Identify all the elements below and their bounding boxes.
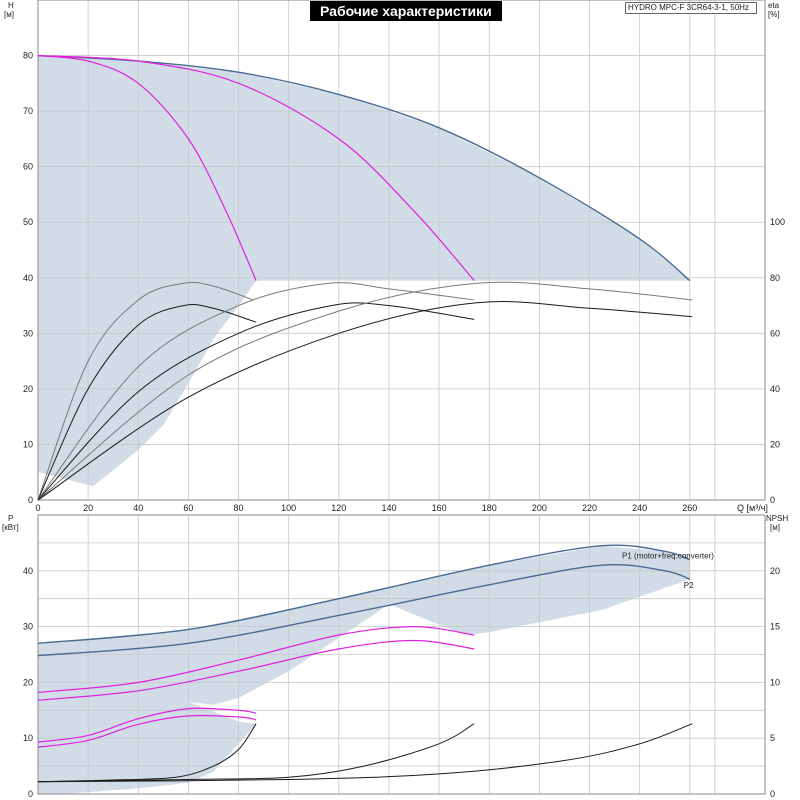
- bottom-series-p2-1: [37, 563, 691, 657]
- bottom-series-p1-4: [37, 707, 257, 743]
- chart-subtitle: HYDRO MPC-F 3CR64-3-1, 50Hz: [625, 2, 757, 14]
- top-plot-frame: [37, 0, 766, 501]
- p-tick-label-20: 20: [23, 677, 33, 687]
- p-tick-label-30: 30: [23, 622, 33, 632]
- x-tick-label-200: 200: [532, 503, 547, 513]
- h-tick-label-80: 80: [23, 51, 33, 61]
- h-tick-label-40: 40: [23, 273, 33, 283]
- x-tick-label-40: 40: [133, 503, 143, 513]
- eta-tick-label-40: 40: [770, 384, 780, 394]
- x-tick-label-160: 160: [432, 503, 447, 513]
- h-tick-label-60: 60: [23, 162, 33, 172]
- npsh-axis-unit: [м]: [770, 523, 780, 532]
- x-tick-label-80: 80: [234, 503, 244, 513]
- eta-tick-label-60: 60: [770, 328, 780, 338]
- x-tick-label-0: 0: [35, 503, 40, 513]
- top-series-h-2: [37, 55, 475, 281]
- top-series-eta-6: [37, 302, 475, 501]
- h-tick-label-70: 70: [23, 106, 33, 116]
- eta-tick-label-100: 100: [770, 217, 785, 227]
- x-axis-label: Q [м³/ч]: [737, 503, 768, 513]
- npsh-tick-label-20: 20: [770, 566, 780, 576]
- bottom-plot-frame: [37, 514, 766, 795]
- top-series-eta-5: [37, 282, 475, 501]
- x-tick-label-260: 260: [682, 503, 697, 513]
- eta-tick-label-0: 0: [770, 495, 775, 505]
- bottom-series-npsh-8: [37, 723, 693, 783]
- top-envelope-area: [38, 55, 690, 487]
- top-series-eta-7: [37, 281, 693, 501]
- legend-p2: P2: [684, 581, 694, 590]
- npsh-tick-label-0: 0: [770, 789, 775, 799]
- h-tick-label-30: 30: [23, 328, 33, 338]
- npsh-axis-label: NPSH: [766, 514, 788, 523]
- npsh-tick-label-15: 15: [770, 622, 780, 632]
- npsh-tick-label-5: 5: [770, 733, 775, 743]
- legend-p1: P1 (motor+freq.converter): [622, 552, 714, 561]
- h-tick-label-50: 50: [23, 217, 33, 227]
- x-tick-label-20: 20: [83, 503, 93, 513]
- bottom-series-npsh-7: [37, 723, 475, 783]
- x-tick-label-240: 240: [632, 503, 647, 513]
- x-tick-label-180: 180: [482, 503, 497, 513]
- eta-axis-label: eta: [768, 1, 780, 10]
- p-tick-label-10: 10: [23, 733, 33, 743]
- bottom-series-p1-0: [37, 544, 691, 644]
- h-tick-label-10: 10: [23, 439, 33, 449]
- top-series-h-1: [37, 55, 257, 281]
- bottom-envelope-area: [38, 545, 690, 794]
- bottom-series-p2-5: [37, 714, 257, 748]
- eta-tick-label-20: 20: [770, 439, 780, 449]
- h-axis-label: H: [8, 1, 14, 10]
- chart-title: Рабочие характеристики: [310, 1, 502, 21]
- h-tick-label-0: 0: [28, 495, 33, 505]
- bottom-series-p2-3: [37, 639, 475, 701]
- x-tick-label-100: 100: [281, 503, 296, 513]
- top-series-eta-8: [37, 301, 693, 501]
- top-series-eta-3: [37, 281, 254, 501]
- npsh-tick-label-10: 10: [770, 677, 780, 687]
- x-tick-label-120: 120: [331, 503, 346, 513]
- x-tick-label-60: 60: [183, 503, 193, 513]
- p-axis-unit: [кВт]: [2, 523, 19, 532]
- x-tick-label-220: 220: [582, 503, 597, 513]
- p-axis-label: P: [8, 514, 13, 523]
- h-tick-label-20: 20: [23, 384, 33, 394]
- p-tick-label-0: 0: [28, 789, 33, 799]
- h-axis-unit: [м]: [4, 10, 14, 19]
- eta-tick-label-80: 80: [770, 273, 780, 283]
- p-tick-label-40: 40: [23, 566, 33, 576]
- bottom-series-p1-2: [37, 625, 475, 693]
- top-series-eta-4: [37, 303, 257, 501]
- x-tick-label-140: 140: [381, 503, 396, 513]
- eta-axis-unit: [%]: [768, 10, 780, 19]
